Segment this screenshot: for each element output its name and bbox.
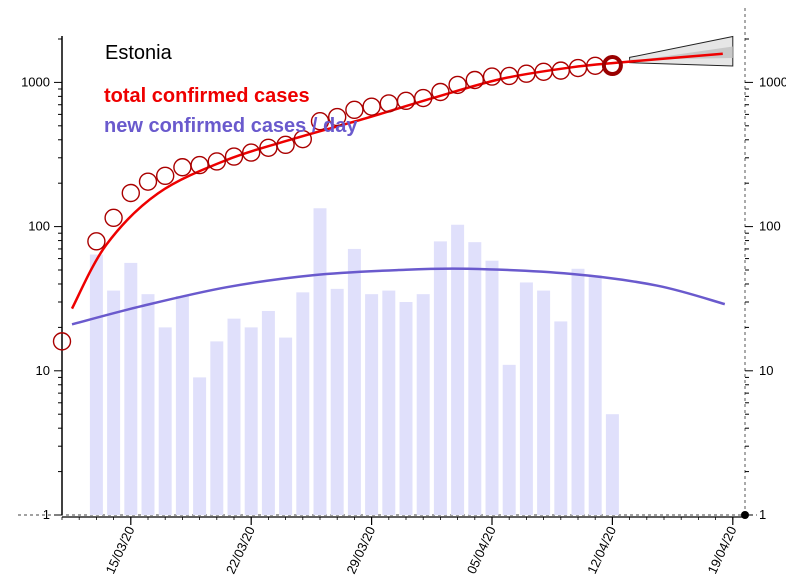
new-cases-bar	[244, 327, 258, 515]
total-cases-point	[224, 147, 244, 166]
new-cases-bars	[89, 208, 619, 516]
new-cases-bar	[296, 292, 310, 515]
new-cases-bar	[365, 294, 379, 515]
new-cases-bar	[89, 254, 103, 516]
total-cases-point	[104, 208, 123, 228]
new-cases-bar	[571, 268, 585, 515]
new-cases-bar	[313, 208, 327, 515]
total-cases-point	[310, 112, 330, 131]
total-cases-points	[52, 55, 623, 351]
total-cases-latest-point	[601, 55, 623, 77]
total-cases-point	[87, 232, 106, 251]
total-cases-point	[190, 155, 209, 175]
x-tick-label: 22/03/20	[223, 524, 258, 576]
new-cases-bar	[416, 294, 430, 515]
y-tick-label-left: 100	[28, 219, 50, 234]
x-tick-label: 12/04/20	[584, 524, 619, 576]
new-cases-bar	[261, 310, 275, 515]
total-cases-point	[241, 143, 261, 162]
new-cases-bar	[107, 290, 121, 515]
x-tick-label: 15/03/20	[103, 524, 138, 576]
total-cases-point	[448, 75, 467, 95]
new-cases-bar	[124, 262, 138, 515]
total-cases-point	[362, 97, 381, 116]
total-cases-point	[207, 152, 227, 171]
legend-new: new confirmed cases / day	[104, 115, 358, 137]
new-cases-bar	[502, 364, 516, 515]
new-cases-bar	[605, 414, 619, 515]
total-cases-point	[328, 107, 347, 127]
y-tick-label-right: 100	[759, 219, 781, 234]
projection-band-inner	[629, 46, 733, 62]
new-cases-bar	[588, 275, 602, 515]
new-cases-bar	[210, 341, 224, 515]
new-cases-bar	[193, 377, 207, 515]
total-cases-point	[52, 332, 72, 351]
y-tick-label-right: 1	[759, 507, 766, 522]
chart-title: Estonia	[105, 42, 173, 64]
new-cases-fit-line	[71, 267, 726, 326]
total-cases-point	[345, 100, 364, 120]
new-cases-bar	[347, 248, 361, 515]
new-cases-bar	[554, 321, 568, 515]
current-date-marker	[741, 511, 749, 519]
y-tick-label-left: 10	[36, 363, 50, 378]
new-cases-bar	[141, 294, 155, 515]
total-cases-point	[482, 67, 502, 86]
x-tick-label: 19/04/20	[705, 524, 740, 576]
x-tick-label: 05/04/20	[464, 524, 499, 576]
new-cases-bar	[537, 290, 551, 515]
new-cases-bar	[227, 318, 241, 515]
new-cases-bar	[158, 327, 172, 515]
total-cases-point	[379, 94, 398, 113]
new-cases-bar	[382, 290, 396, 515]
new-cases-bar	[175, 296, 189, 515]
total-cases-fit-line	[70, 52, 723, 310]
fit-lines	[70, 52, 726, 326]
new-cases-bar	[433, 241, 447, 515]
y-tick-label-right: 1000	[759, 74, 786, 89]
chart-frame	[18, 8, 757, 518]
y-tick-label-right: 10	[759, 363, 773, 378]
new-cases-bar	[279, 337, 293, 515]
legend-total: total confirmed cases	[104, 85, 310, 107]
total-cases-point	[414, 88, 433, 108]
total-cases-point	[431, 82, 450, 102]
total-cases-point	[276, 135, 295, 155]
total-cases-point	[293, 129, 312, 149]
new-cases-bar	[451, 224, 465, 515]
total-cases-point	[173, 158, 192, 177]
new-cases-bar	[399, 301, 413, 515]
new-cases-bar	[519, 282, 533, 515]
new-cases-bar	[330, 288, 344, 515]
y-tick-label-left: 1	[43, 507, 50, 522]
new-cases-bar	[468, 242, 482, 515]
total-cases-point	[121, 183, 141, 203]
y-tick-label-left: 1000	[21, 74, 50, 89]
total-cases-point	[465, 70, 484, 90]
projection-band	[629, 35, 734, 67]
new-cases-bar	[485, 260, 499, 515]
x-tick-label: 29/03/20	[343, 524, 378, 576]
total-cases-point	[155, 166, 175, 186]
total-cases-point	[138, 172, 158, 191]
